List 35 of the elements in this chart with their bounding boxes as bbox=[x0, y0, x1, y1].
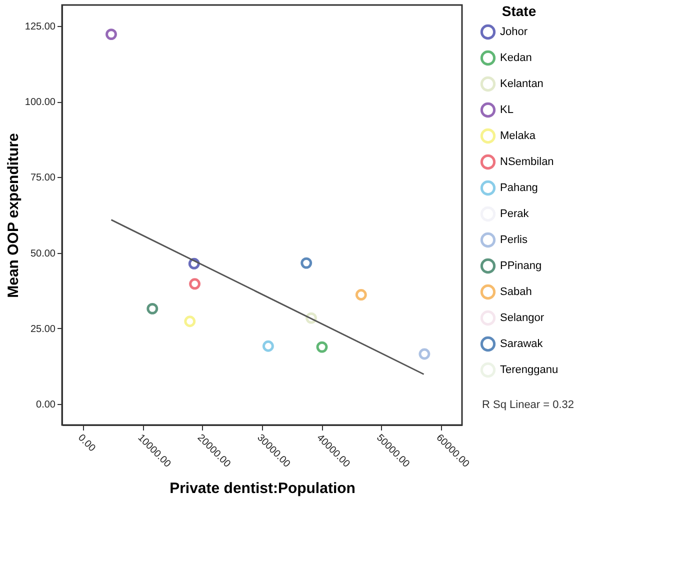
y-tick-label: 75.00 bbox=[30, 172, 56, 184]
legend-title: State bbox=[502, 3, 536, 19]
legend-label: Pahang bbox=[500, 182, 538, 194]
legend-label: KL bbox=[500, 104, 514, 116]
point bbox=[106, 28, 117, 40]
y-tick-label: 0.00 bbox=[36, 399, 56, 410]
point bbox=[316, 341, 328, 353]
legend-label: Melaka bbox=[500, 130, 536, 142]
point bbox=[300, 257, 312, 269]
legend-label: Kedan bbox=[500, 52, 532, 64]
y-tick-label: 125.00 bbox=[24, 22, 56, 33]
legend-label: Sarawak bbox=[500, 338, 544, 350]
point bbox=[306, 312, 317, 324]
x-axis-title: Private dentist:Population bbox=[170, 480, 356, 498]
legend-label: Perlis bbox=[500, 234, 528, 246]
point bbox=[146, 302, 158, 314]
legend-label: Terengganu bbox=[500, 364, 558, 376]
point bbox=[184, 316, 196, 328]
y-tick-label: 100.00 bbox=[24, 97, 56, 108]
legend-label: Sabah bbox=[500, 286, 532, 298]
point bbox=[418, 348, 430, 360]
point bbox=[355, 289, 367, 300]
y-tick-label: 50.00 bbox=[30, 248, 56, 260]
legend-label: Perak bbox=[500, 208, 530, 220]
point bbox=[262, 340, 274, 352]
legend-label: Selangor bbox=[500, 312, 544, 324]
legend-label: Johor bbox=[500, 26, 528, 38]
x-tick-label: 0.00 bbox=[76, 432, 98, 454]
y-axis-title: Mean OOP expenditure bbox=[4, 133, 22, 298]
point bbox=[189, 278, 200, 290]
text: R Sq Linear = 0.32 bbox=[482, 399, 574, 411]
legend-label: PPinang bbox=[500, 260, 542, 272]
legend-label: Kelantan bbox=[500, 78, 544, 90]
y-tick-label: 25.00 bbox=[30, 324, 56, 335]
legend-label: NSembilan bbox=[500, 156, 554, 168]
